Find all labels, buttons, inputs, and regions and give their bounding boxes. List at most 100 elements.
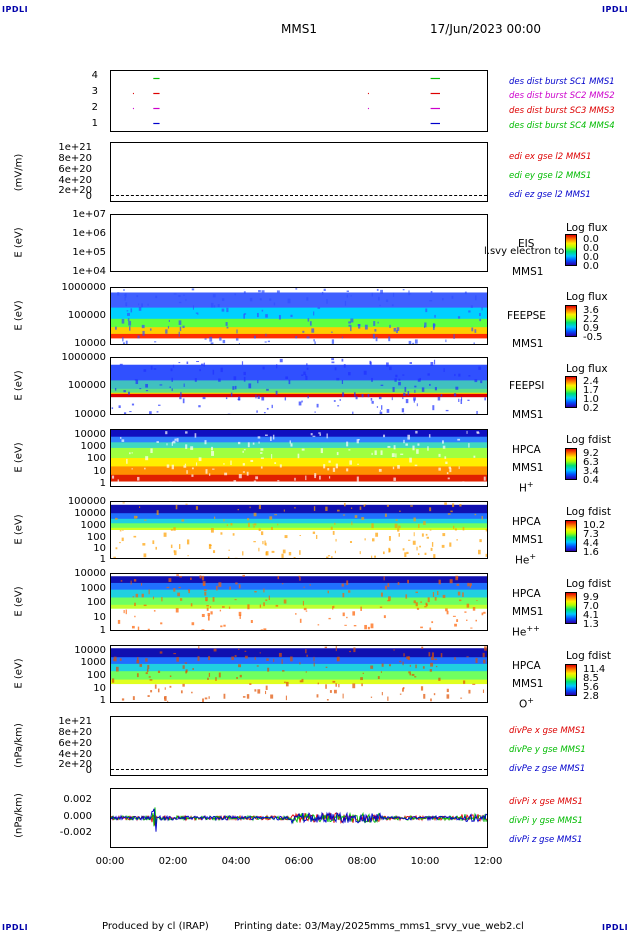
hpca-o-spectrogram-speck-75 bbox=[115, 666, 119, 672]
feepsi-spectrogram-speck-62 bbox=[398, 378, 401, 381]
feepse-spectrogram-speck-64 bbox=[217, 303, 220, 308]
hpca-hepp-spectrogram-speck-137 bbox=[117, 619, 121, 624]
feepsi-spectrogram-speck-103 bbox=[212, 369, 215, 375]
hpca-h-spectrogram-speck-73 bbox=[176, 438, 179, 442]
feepse-spectrogram-speck-79 bbox=[408, 340, 412, 344]
hpca-o-spacecraft: MMS1 bbox=[512, 678, 544, 690]
hpca-h-spectrogram-speck-68 bbox=[319, 433, 321, 436]
hpca-h-spectrogram-speck-122 bbox=[405, 443, 408, 446]
hpca-h-spectrogram-speck-141 bbox=[260, 452, 263, 454]
edi-ytick-4: 2e+20 bbox=[58, 185, 92, 196]
divpe-panel bbox=[110, 716, 488, 776]
hpca-hepp-spectrogram-speck-17 bbox=[242, 574, 245, 577]
feepse-spectrogram-speck-33 bbox=[479, 318, 482, 322]
hpca-hepp-spectrogram-speck-153 bbox=[166, 586, 170, 589]
hpca-h-ytick-1: 1000 bbox=[80, 441, 106, 452]
feepsi-spectrogram-speck-71 bbox=[395, 374, 398, 378]
hpca-o-spectrogram-speck-29 bbox=[482, 689, 485, 693]
hpca-he-spectrogram-speck-115 bbox=[334, 522, 336, 525]
hpca-h-spectrogram-speck-129 bbox=[315, 481, 318, 485]
hpca-o-spectrogram-speck-18 bbox=[283, 681, 286, 683]
hpca-hepp-spectrogram-speck-35 bbox=[466, 619, 468, 621]
feepsi-spectrogram-speck-1 bbox=[201, 363, 204, 366]
hpca-he-spectrogram-speck-81 bbox=[119, 530, 122, 532]
hpca-o-panel bbox=[110, 645, 488, 703]
hpca-he-spectrogram-speck-36 bbox=[281, 553, 284, 558]
divpe-legend-x: divPe x gse MMS1 bbox=[509, 726, 586, 736]
hpca-he-spectrogram-speck-42 bbox=[265, 542, 267, 546]
feepse-spectrogram-band-6 bbox=[111, 338, 487, 344]
feepse-spectrogram-speck-133 bbox=[243, 313, 247, 315]
hpca-he-spectrogram-speck-148 bbox=[418, 524, 420, 529]
feepse-spectrogram-speck-115 bbox=[424, 322, 427, 328]
feepse-spectrogram-speck-100 bbox=[442, 298, 444, 301]
hpca-o-spectrogram-speck-91 bbox=[254, 689, 257, 692]
hpca-h-spectrogram-speck-139 bbox=[314, 475, 317, 479]
hpca-hepp-spectrogram-speck-54 bbox=[134, 615, 136, 618]
hpca-hepp-spectrogram-speck-114 bbox=[160, 622, 163, 625]
hpca-h-spectrogram-speck-150 bbox=[323, 464, 326, 469]
hpca-h-spectrogram-speck-137 bbox=[171, 442, 173, 446]
hpca-h-spectrogram-band-1 bbox=[111, 436, 487, 443]
hpca-o-spectrogram-speck-46 bbox=[353, 647, 356, 653]
feepse-colorbar bbox=[565, 305, 577, 337]
hpca-o-spectrogram-speck-68 bbox=[423, 693, 426, 699]
hpca-he-species-charge: + bbox=[529, 552, 537, 561]
feepse-spectrogram-speck-128 bbox=[183, 294, 185, 296]
hpca-h-spectrogram-speck-33 bbox=[255, 476, 259, 480]
hpca-o-spectrogram-speck-110 bbox=[329, 690, 332, 693]
hpca-o-cb-tick-0: 11.4 bbox=[583, 664, 606, 675]
hpca-he-spectrogram-speck-131 bbox=[283, 509, 285, 512]
feepse-spectrogram-speck-4 bbox=[149, 328, 152, 331]
feepsi-spectrogram-speck-155 bbox=[171, 388, 173, 392]
hpca-hepp-spectrogram-speck-132 bbox=[397, 582, 400, 585]
hpca-o-spectrogram-speck-122 bbox=[446, 694, 450, 699]
hpca-o-spectrogram-speck-132 bbox=[184, 662, 188, 664]
hpca-o-spectrogram bbox=[111, 646, 487, 702]
hpca-o-spectrogram-speck-62 bbox=[434, 658, 437, 661]
feepsi-spectrogram-speck-89 bbox=[389, 366, 392, 371]
feepse-spectrogram-speck-112 bbox=[321, 291, 324, 295]
hpca-he-spectrogram-speck-15 bbox=[462, 526, 465, 531]
hpca-h-spectrogram-speck-93 bbox=[397, 464, 400, 469]
hpca-hepp-spectrogram-speck-15 bbox=[420, 601, 423, 603]
hpca-he-spectrogram-speck-88 bbox=[447, 513, 451, 515]
feepse-spectrogram-speck-99 bbox=[380, 289, 383, 294]
hpca-he-spectrogram-speck-145 bbox=[430, 547, 433, 551]
feepsi-spectrogram-speck-73 bbox=[413, 397, 416, 401]
hpca-h-spectrogram-speck-153 bbox=[358, 439, 360, 441]
feepsi-spectrogram-band-2 bbox=[111, 380, 487, 390]
hpca-h-spectrogram-speck-78 bbox=[445, 461, 448, 464]
feepsi-spectrogram-speck-78 bbox=[261, 396, 265, 401]
feepsi-spectrogram-speck-45 bbox=[156, 411, 159, 413]
feepsi-spectrogram-band-0 bbox=[111, 358, 487, 366]
footer-program: mms_mms1_srvy_vue_web2.cl bbox=[370, 921, 524, 932]
feepse-spectrogram-speck-60 bbox=[313, 339, 315, 342]
hpca-h-spectrogram-band-6 bbox=[111, 474, 487, 483]
hpca-hepp-spectrogram-speck-9 bbox=[438, 579, 441, 585]
divpi-panel bbox=[110, 788, 488, 848]
hpca-h-spectrogram-speck-71 bbox=[191, 467, 194, 470]
feepse-spectrogram-speck-86 bbox=[125, 304, 127, 307]
feepsi-spectrogram-speck-25 bbox=[243, 376, 246, 382]
hpca-h-spectrogram-speck-98 bbox=[297, 453, 300, 459]
hpca-o-spectrogram-speck-150 bbox=[415, 664, 417, 669]
feepse-spectrogram-speck-136 bbox=[165, 329, 168, 334]
feepse-spectrogram-speck-105 bbox=[287, 298, 291, 304]
hpca-h-spectrogram-speck-147 bbox=[274, 462, 277, 464]
hpca-hepp-spectrogram-speck-65 bbox=[309, 584, 311, 586]
hpca-h-spectrogram-speck-37 bbox=[314, 473, 317, 477]
hpca-he-spectrogram-speck-143 bbox=[326, 556, 329, 558]
hpca-h-spectrogram-speck-23 bbox=[185, 444, 188, 449]
hpca-hepp-spectrogram-speck-115 bbox=[429, 627, 432, 630]
hpca-he-spectrogram-speck-1 bbox=[451, 503, 455, 508]
hpca-hepp-spectrogram-speck-85 bbox=[135, 593, 139, 598]
hpca-h-spectrogram-speck-86 bbox=[473, 455, 476, 458]
hpca-hepp-spectrogram-speck-109 bbox=[206, 605, 209, 607]
hpca-h-spectrogram-speck-109 bbox=[289, 440, 291, 444]
feepse-spectrogram-speck-106 bbox=[326, 299, 328, 304]
hpca-o-spectrogram-band-5 bbox=[111, 679, 487, 685]
hpca-o-spectrogram-speck-78 bbox=[244, 655, 248, 659]
hpca-o-spectrogram-speck-101 bbox=[472, 683, 476, 685]
hpca-o-spectrogram-speck-98 bbox=[408, 671, 411, 674]
